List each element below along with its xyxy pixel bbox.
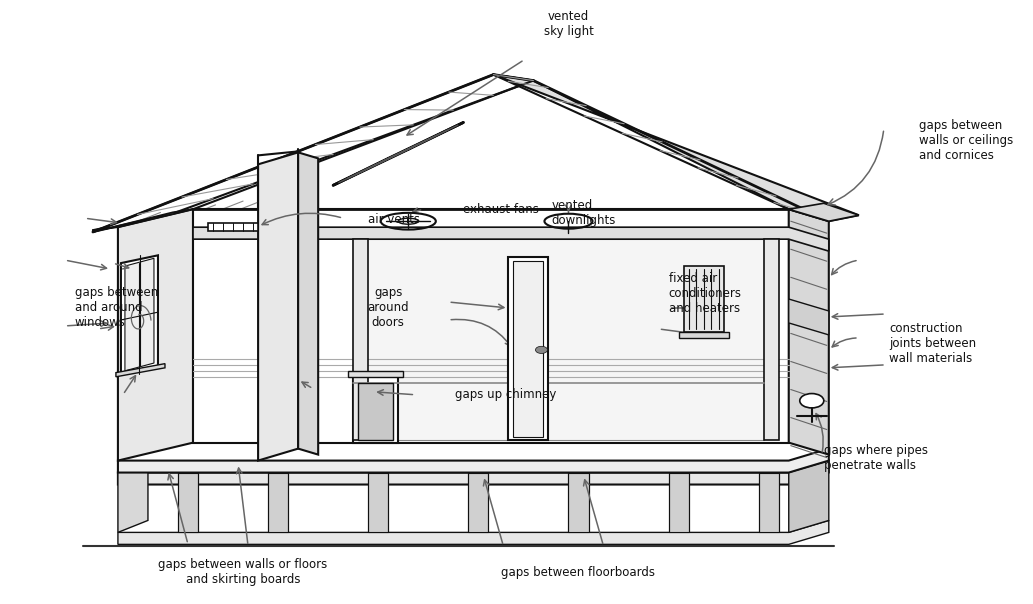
Polygon shape <box>789 204 858 221</box>
Polygon shape <box>789 461 828 532</box>
Text: construction
joints between
wall materials: construction joints between wall materia… <box>888 323 976 365</box>
Circle shape <box>535 346 547 353</box>
Text: vented
sky light: vented sky light <box>543 10 593 37</box>
Polygon shape <box>208 223 258 231</box>
Polygon shape <box>353 239 763 440</box>
Polygon shape <box>494 74 858 221</box>
Text: gaps between
walls or ceilings
and cornices: gaps between walls or ceilings and corni… <box>919 119 1013 162</box>
Polygon shape <box>118 521 828 544</box>
Polygon shape <box>118 461 828 484</box>
Polygon shape <box>679 332 728 338</box>
Circle shape <box>800 394 823 408</box>
Polygon shape <box>118 449 828 472</box>
Polygon shape <box>93 74 533 232</box>
Polygon shape <box>334 123 464 185</box>
Polygon shape <box>684 266 724 332</box>
Polygon shape <box>758 472 779 532</box>
Polygon shape <box>353 239 368 440</box>
Polygon shape <box>338 124 462 184</box>
Text: gaps between floorboards: gaps between floorboards <box>501 566 656 579</box>
Text: gaps where pipes
penetrate walls: gaps where pipes penetrate walls <box>823 443 928 472</box>
Text: gaps between
and around
windows: gaps between and around windows <box>74 286 158 330</box>
Polygon shape <box>116 364 165 377</box>
Polygon shape <box>258 152 299 461</box>
Polygon shape <box>513 262 543 437</box>
Polygon shape <box>358 383 394 440</box>
Text: gaps up chimney: gaps up chimney <box>456 388 557 401</box>
Polygon shape <box>193 209 789 443</box>
Text: vented
downlights: vented downlights <box>552 199 616 228</box>
Polygon shape <box>353 374 399 443</box>
Polygon shape <box>299 152 318 455</box>
Polygon shape <box>193 227 828 251</box>
Polygon shape <box>125 259 154 371</box>
Polygon shape <box>763 239 779 440</box>
Text: fixed air
conditioners
and heaters: fixed air conditioners and heaters <box>668 272 742 315</box>
Polygon shape <box>368 472 388 532</box>
Polygon shape <box>668 472 689 532</box>
Polygon shape <box>178 472 198 532</box>
Text: exhaust fans: exhaust fans <box>464 203 539 216</box>
Polygon shape <box>468 472 489 532</box>
Text: gaps
around
doors: gaps around doors <box>368 286 409 330</box>
Text: air vents: air vents <box>368 213 420 226</box>
Polygon shape <box>789 299 828 335</box>
Polygon shape <box>348 371 403 377</box>
Text: gaps between walls or floors
and skirting boards: gaps between walls or floors and skirtin… <box>158 559 327 586</box>
Polygon shape <box>269 472 288 532</box>
Polygon shape <box>508 257 549 440</box>
Polygon shape <box>121 255 158 374</box>
Polygon shape <box>568 472 589 532</box>
Polygon shape <box>789 209 828 455</box>
Polygon shape <box>118 209 193 461</box>
Polygon shape <box>93 209 193 232</box>
Polygon shape <box>118 461 148 532</box>
